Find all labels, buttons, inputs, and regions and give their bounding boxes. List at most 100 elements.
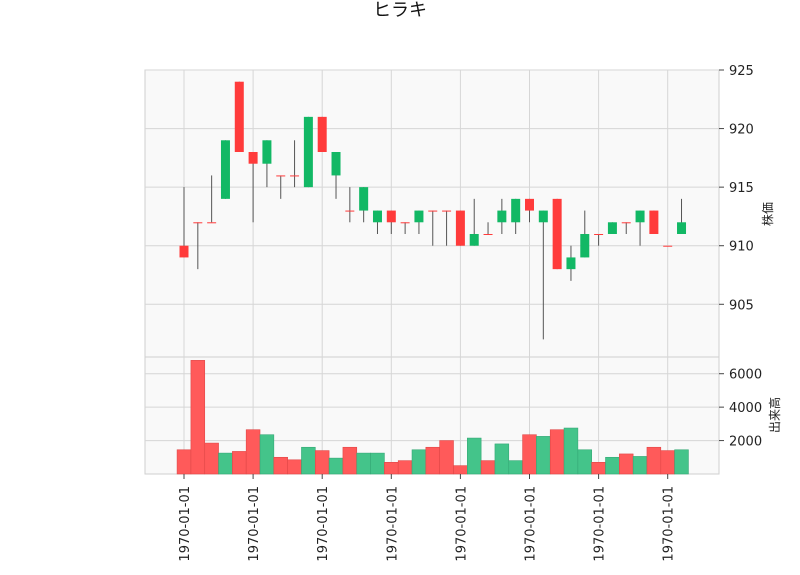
volume-bar [314, 450, 330, 475]
volume-bar [176, 449, 192, 475]
volume-bar [328, 457, 344, 475]
volume-grid [145, 373, 719, 442]
volume-bar [245, 429, 261, 475]
candle-body [580, 234, 590, 258]
candle-body [234, 81, 244, 152]
x-axis-ticks: 1970-01-01 1970-01-01 1970-01-01 1970-01-01… [178, 474, 677, 562]
x-tick-label: 1970-01-01 [247, 486, 262, 562]
volume-bar [384, 461, 399, 475]
price-tick-label: 905 [729, 298, 754, 313]
candle-body [552, 198, 562, 270]
x-tick-label: 1970-01-01 [524, 486, 539, 562]
volume-bar [190, 360, 206, 475]
candle-body [193, 222, 203, 224]
volume-bar [232, 451, 247, 475]
candle-body [276, 175, 286, 177]
volume-bar [660, 450, 675, 475]
price-axis-label: 株価 [760, 202, 775, 226]
candle-body [414, 210, 424, 223]
volume-bar [287, 459, 302, 475]
candle-body [455, 210, 465, 246]
candle-body [207, 222, 217, 224]
volume-bar [453, 465, 468, 475]
price-tick-label: 910 [729, 240, 754, 255]
volume-bar [632, 456, 648, 475]
volume-bar [674, 449, 689, 475]
volume-bar [370, 452, 385, 475]
candle-body [220, 140, 230, 199]
volume-bar [549, 429, 565, 475]
volume-tick-label: 4000 [729, 401, 762, 416]
volume-bar [591, 461, 606, 475]
volume-bar [563, 427, 579, 475]
price-tick-label: 920 [729, 123, 754, 138]
volume-bar [301, 446, 316, 475]
price-tick-label: 925 [729, 64, 754, 79]
volume-bar [259, 434, 275, 475]
candle-body [663, 245, 673, 247]
volume-bar [494, 443, 510, 475]
candle-body [317, 116, 327, 152]
candles [179, 81, 687, 340]
candle-body [677, 222, 687, 234]
volume-bars [176, 360, 689, 475]
candle-body [290, 175, 300, 177]
candle-body [621, 222, 631, 224]
volume-bar [204, 442, 219, 475]
volume-bar [605, 456, 620, 475]
price-axis-ticks: 905 910 915 920 925 [719, 64, 754, 313]
candle-body [442, 210, 452, 212]
volume-tick-label: 6000 [729, 368, 762, 383]
candle-body [345, 210, 355, 212]
volume-bar [356, 452, 371, 475]
candle-body [483, 234, 493, 235]
candle-body [428, 210, 438, 212]
candle-body [594, 234, 604, 235]
candle-body [303, 116, 313, 188]
candle-body [469, 234, 479, 246]
candle-body [635, 210, 645, 223]
candle-body [649, 210, 659, 234]
candle-body [607, 222, 617, 234]
volume-bar [397, 460, 413, 475]
candle-body [525, 198, 534, 211]
candle-body [400, 222, 410, 224]
volume-bar [577, 449, 592, 475]
chart-title: ヒラキ [373, 0, 427, 21]
volume-bar [536, 436, 551, 475]
candle-body [511, 198, 521, 223]
volume-axis-ticks: 2000 4000 6000 [719, 368, 762, 450]
volume-bar [439, 440, 454, 475]
x-tick-label: 1970-01-01 [385, 486, 400, 562]
volume-axis-label: 出来高 [767, 397, 782, 433]
volume-tick-label: 2000 [729, 435, 762, 450]
volume-bar [411, 449, 427, 475]
volume-bar [508, 460, 523, 475]
candle-body [497, 210, 507, 223]
x-tick-label: 1970-01-01 [316, 486, 331, 562]
candle-body [179, 245, 189, 258]
volume-bar [218, 452, 233, 475]
price-tick-label: 915 [729, 181, 754, 196]
volume-bar [467, 437, 482, 475]
x-tick-label: 1970-01-01 [593, 486, 608, 562]
x-tick-label: 1970-01-01 [178, 486, 193, 562]
candle-body [331, 152, 341, 176]
volume-bar [480, 460, 496, 475]
volume-bar [273, 456, 288, 475]
price-grid [145, 69, 719, 305]
candle-body [386, 210, 396, 223]
candle-body [359, 187, 369, 211]
candle-body [248, 152, 258, 164]
candle-body [566, 257, 576, 270]
x-tick-label: 1970-01-01 [662, 486, 677, 562]
candle-body [262, 140, 272, 164]
volume-bar [342, 446, 358, 475]
volume-bar [425, 446, 440, 475]
candle-body [372, 210, 382, 223]
x-tick-label: 1970-01-01 [454, 486, 469, 562]
volume-bar [646, 446, 662, 475]
volume-bar [619, 453, 634, 475]
